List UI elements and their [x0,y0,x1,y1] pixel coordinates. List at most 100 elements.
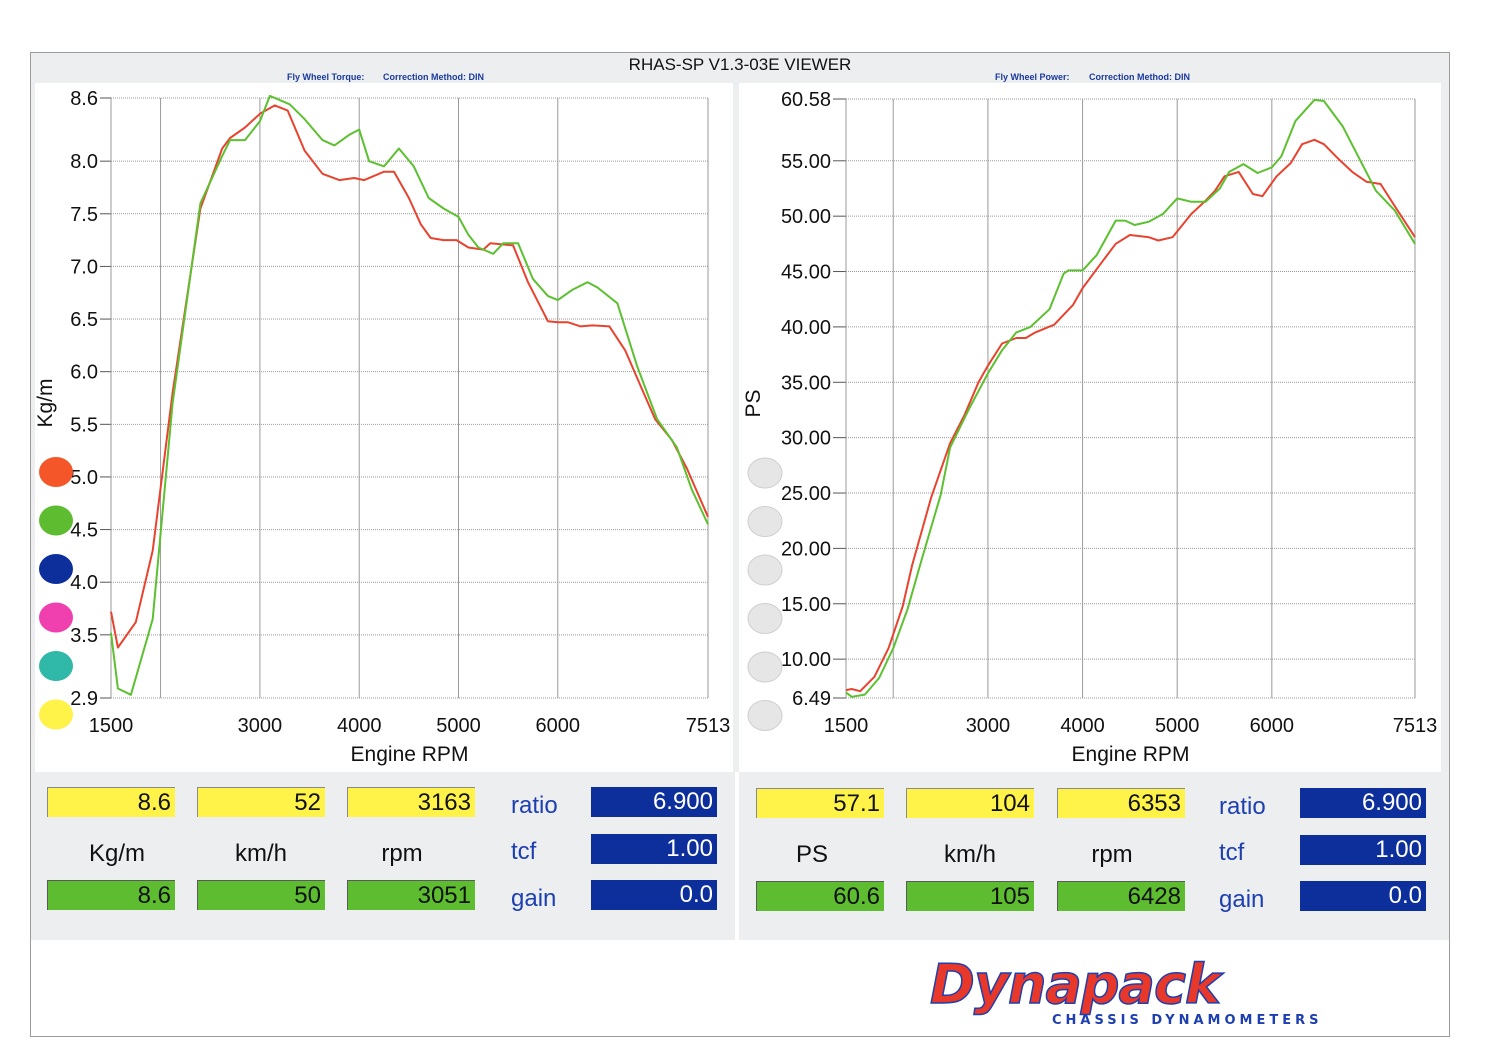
left-rpm-current: 3163 [347,787,475,817]
title-bar [31,53,1449,83]
right-tcf-value: 1.00 [1300,835,1426,865]
power-ytick-label: 40.00 [781,317,831,339]
left-chart-subtitle-measure: Fly Wheel Torque: [287,72,365,82]
power-legend-selector-5[interactable] [747,700,783,731]
left-ratio-value: 6.900 [591,787,717,817]
left-tcf-label: tcf [511,838,537,865]
right-chart-subtitle-correction: Correction Method: DIN [1089,72,1190,82]
window-title: RHAS-SP V1.3-03E VIEWER [628,55,852,74]
torque-series-red-line [110,104,709,649]
readout-divider [735,772,739,940]
power-ytick-label: 6.49 [792,688,831,710]
power-series-green-line [845,98,1416,698]
torque-xtick-label: 7513 [686,715,731,737]
torque-xtick-label: 1500 [89,715,134,737]
torque-series-green-line [110,94,709,696]
right-speed-current: 104 [906,788,1034,818]
left-chart-subtitle-correction: Correction Method: DIN [383,72,484,82]
left-unit-rpm: rpm [381,840,423,867]
right-rpm-peak: 6428 [1057,881,1185,911]
left-rpm-peak: 3051 [347,880,475,910]
right-unit-rpm: rpm [1091,841,1133,868]
right-speed-peak: 105 [906,881,1034,911]
left-gain-value: 0.0 [591,880,717,910]
power-ytick-label: 25.00 [781,483,831,505]
torque-ytick-label: 4.0 [70,572,98,594]
power-legend-selector-4[interactable] [747,651,783,683]
torque-ytick-label: 6.5 [70,309,98,331]
torque-ytick-label: 7.5 [70,204,98,226]
left-ratio-label: ratio [511,792,558,819]
power-xtick-label: 4000 [1060,715,1105,737]
torque-legend-selector-5[interactable] [39,699,73,730]
left-torque-current: 8.6 [47,787,175,817]
torque-ytick-label: 5.5 [70,414,98,436]
power-ytick-label: 15.00 [781,594,831,616]
power-legend-selector-1[interactable] [747,506,783,537]
right-tcf-label: tcf [1219,839,1245,866]
right-chart-subtitle-measure: Fly Wheel Power: [995,72,1070,82]
power-x-axis-label: Engine RPM [1072,743,1190,766]
torque-ytick-label: 7.0 [70,256,98,278]
torque-legend-selector-0[interactable] [39,457,73,487]
left-unit-torque: Kg/m [88,840,145,867]
torque-xtick-label: 4000 [337,715,382,737]
right-unit-power: PS [795,841,828,868]
power-legend-selector-2[interactable] [747,554,783,586]
torque-legend-selector-1[interactable] [39,505,73,536]
left-panel-edge [31,83,35,773]
right-power-current: 57.1 [756,788,884,818]
dynapack-logo: Dynapack CHASSIS DYNAMOMETERS [929,953,1410,1030]
power-xtick-label: 5000 [1155,715,1200,737]
left-unit-speed: km/h [234,840,287,867]
torque-ytick-label: 4.5 [70,520,98,542]
power-legend-selector-3[interactable] [747,603,783,634]
power-y-axis-label: PS [742,389,765,417]
power-ytick-label: 50.00 [781,206,831,228]
torque-ytick-label: 6.0 [70,362,98,384]
power-xtick-label: 7513 [1393,715,1438,737]
right-panel-edge [1441,83,1449,773]
right-gain-label: gain [1219,886,1265,913]
torque-x-axis-label: Engine RPM [351,743,469,766]
torque-legend-selector-4[interactable] [39,651,73,681]
left-tcf-value: 1.00 [591,834,717,864]
torque-ytick-label: 3.5 [70,625,98,647]
right-power-peak: 60.6 [756,881,884,911]
power-ytick-label: 30.00 [781,428,831,450]
power-ytick-label: 10.00 [781,649,831,671]
power-xtick-label: 3000 [966,715,1011,737]
power-ytick-label: 45.00 [781,262,831,284]
torque-ytick-label: 8.0 [70,151,98,173]
torque-legend-selector-2[interactable] [39,554,73,584]
power-xtick-label: 1500 [824,715,869,737]
torque-xtick-label: 3000 [238,715,283,737]
torque-legend-selector-3[interactable] [39,602,73,633]
right-unit-speed: km/h [943,841,996,868]
panel-divider [733,83,739,773]
torque-ytick-label: 5.0 [70,467,98,489]
torque-xtick-label: 6000 [536,715,581,737]
right-gain-value: 0.0 [1300,881,1426,911]
right-ratio-label: ratio [1219,793,1266,820]
power-ytick-label: 35.00 [781,372,831,394]
left-speed-current: 52 [197,787,325,817]
power-series-red-line [845,138,1416,693]
torque-y-axis-label: Kg/m [34,378,57,427]
power-xtick-label: 6000 [1250,715,1295,737]
right-rpm-current: 6353 [1057,788,1185,818]
torque-ytick-label: 2.9 [70,688,98,710]
torque-ytick-label: 8.6 [70,88,98,110]
power-ytick-label: 20.00 [781,538,831,560]
power-ytick-label: 60.58 [781,89,831,111]
dynapack-logo-wordmark: Dynapack [929,953,1221,1016]
left-speed-peak: 50 [197,880,325,910]
power-legend-selector-0[interactable] [747,457,783,489]
left-torque-peak: 8.6 [47,880,175,910]
power-ytick-label: 55.00 [781,151,831,173]
right-ratio-value: 6.900 [1300,788,1426,818]
torque-xtick-label: 5000 [436,715,481,737]
dynapack-logo-tagline: CHASSIS DYNAMOMETERS [1052,1013,1323,1028]
left-gain-label: gain [511,885,557,912]
